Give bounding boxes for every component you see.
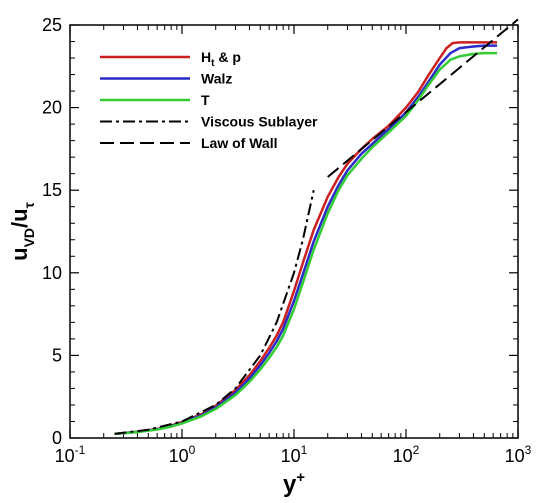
y-tick-label: 15 [42, 180, 62, 200]
series-line-viscous-sublayer [114, 189, 315, 435]
y-axis-title-vd: VD [21, 228, 37, 247]
y-tick-label: 25 [42, 15, 62, 35]
y-tick-label: 0 [52, 428, 62, 448]
y-axis-title-slash: /u [7, 208, 32, 228]
axis-ticks [69, 24, 519, 439]
legend-label: T [201, 92, 210, 108]
x-tick-label: 103 [505, 443, 532, 466]
y-tick-label: 10 [42, 263, 62, 283]
x-tick-label: 101 [281, 443, 308, 466]
y-tick-label: 20 [42, 98, 62, 118]
x-tick-label: 100 [169, 443, 196, 466]
series-lines [114, 18, 519, 436]
x-axis-title-main: y [283, 471, 297, 498]
y-axis-title-u: u [7, 247, 32, 260]
x-axis-title: y+ [283, 469, 305, 498]
series-line-walz [114, 44, 498, 436]
legend-label: Ht & p [201, 49, 241, 69]
axis-tick-labels: 10-1 100 101 102 103 0 5 10 15 20 25 [42, 15, 532, 466]
plot-frame [69, 24, 519, 439]
x-axis-title-sup: + [296, 469, 305, 486]
legend: Ht & p Walz T Viscous Sublayer Law of Wall [100, 49, 318, 151]
series-line-law-of-wall [327, 18, 519, 178]
legend-label: Law of Wall [201, 135, 277, 151]
x-tick-label: 102 [393, 443, 420, 466]
x-tick-label: 10-1 [55, 443, 86, 466]
legend-label: Walz [201, 71, 232, 87]
legend-label: Viscous Sublayer [201, 114, 318, 130]
y-axis-title-tau: τ [21, 201, 37, 208]
series-line-t [114, 51, 498, 436]
y-axis-title: uVD/uτ [7, 201, 37, 260]
y-tick-label: 5 [52, 345, 62, 365]
